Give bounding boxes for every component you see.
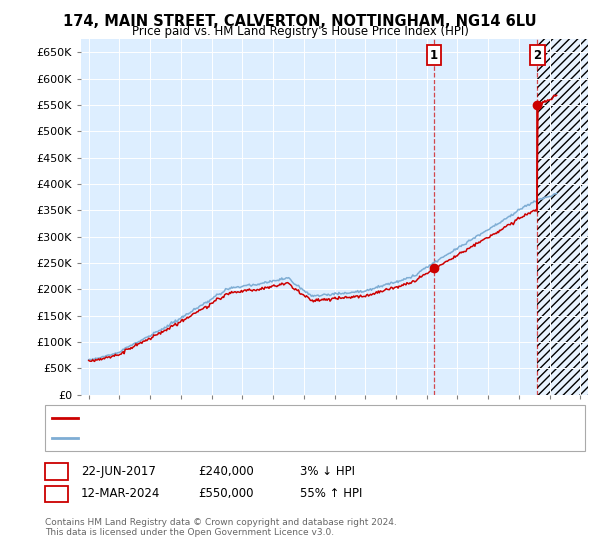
Text: £240,000: £240,000	[198, 465, 254, 478]
Text: HPI: Average price, detached house, Gedling: HPI: Average price, detached house, Gedl…	[83, 433, 316, 443]
Text: 1: 1	[430, 49, 438, 62]
Text: 2: 2	[52, 487, 61, 501]
Text: 1: 1	[52, 465, 61, 478]
Text: 22-JUN-2017: 22-JUN-2017	[81, 465, 156, 478]
Text: 174, MAIN STREET, CALVERTON, NOTTINGHAM, NG14 6LU: 174, MAIN STREET, CALVERTON, NOTTINGHAM,…	[63, 14, 537, 29]
Text: Contains HM Land Registry data © Crown copyright and database right 2024.
This d: Contains HM Land Registry data © Crown c…	[45, 518, 397, 538]
Text: 12-MAR-2024: 12-MAR-2024	[81, 487, 160, 501]
Text: £550,000: £550,000	[198, 487, 254, 501]
Text: 55% ↑ HPI: 55% ↑ HPI	[300, 487, 362, 501]
Text: Price paid vs. HM Land Registry's House Price Index (HPI): Price paid vs. HM Land Registry's House …	[131, 25, 469, 38]
Text: 2: 2	[533, 49, 541, 62]
Bar	[537, 39, 588, 395]
Text: 3% ↓ HPI: 3% ↓ HPI	[300, 465, 355, 478]
Text: 174, MAIN STREET, CALVERTON, NOTTINGHAM, NG14 6LU (detached house): 174, MAIN STREET, CALVERTON, NOTTINGHAM,…	[83, 413, 478, 423]
